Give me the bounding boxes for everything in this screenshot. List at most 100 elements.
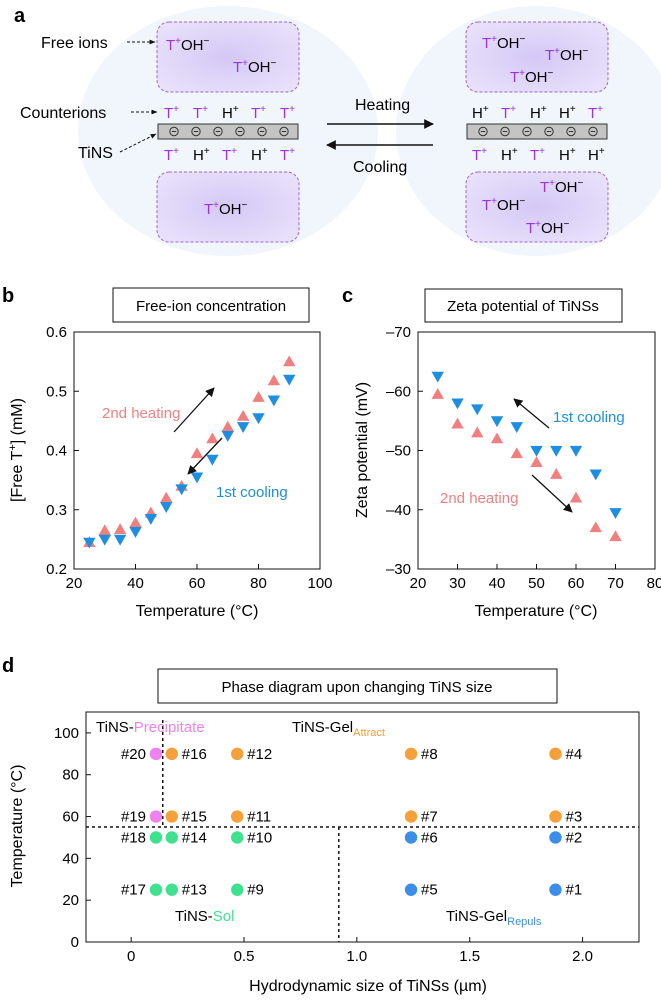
marker-1st-cooling	[160, 502, 173, 513]
marker-1st-cooling	[589, 469, 602, 481]
negative-charge-icon	[500, 126, 510, 137]
counterion-left-bottom: H+	[251, 146, 268, 164]
point-label: #19	[121, 809, 146, 826]
marker-1st-cooling	[252, 413, 265, 425]
point-label: #11	[247, 809, 271, 826]
phase-point-gel_repuls	[404, 831, 418, 844]
y-tick-label: 40	[62, 850, 79, 867]
marker-2nd-heating	[451, 417, 464, 429]
counterion-left-top: T+	[251, 104, 266, 122]
y-tick-label: 60	[62, 809, 79, 826]
left-sheet-charges	[169, 126, 289, 137]
counterions-label: Counterions	[20, 105, 106, 122]
counterion-right-bottom: T+	[472, 146, 487, 164]
marker-2nd-heating	[471, 426, 484, 438]
y-tick-label: 0.3	[46, 502, 67, 519]
panel-c-xlabel: Temperature (°C)	[475, 603, 598, 620]
panel-d: d Phase diagram upon changing TiNS size …	[2, 655, 640, 995]
free-ion-pair: T+OH−	[482, 196, 526, 214]
right-tins-sheet	[466, 123, 608, 140]
negative-charge-icon	[257, 126, 267, 137]
negative-charge-icon	[191, 126, 201, 137]
marker-1st-cooling	[569, 445, 583, 457]
marker-2nd-heating	[113, 523, 127, 534]
x-tick-label: 70	[607, 575, 624, 592]
panel-b-label: b	[2, 285, 14, 307]
point-label: #10	[247, 829, 272, 846]
negative-charge-icon	[522, 126, 532, 137]
panel-c-markers	[431, 371, 622, 542]
marker-1st-cooling	[530, 445, 543, 457]
tins-label: TiNS	[78, 145, 113, 162]
point-label: #9	[247, 882, 264, 899]
panel-d-ticks: 0 0.5 1.0 1.5 2.0 0 20 40 60 80 100	[54, 725, 593, 965]
point-label: #1	[565, 882, 582, 899]
marker-1st-cooling	[550, 445, 563, 457]
panel-c-heating-annotation: 2nd heating	[440, 490, 518, 507]
x-tick-label: 1.0	[346, 948, 367, 965]
counterion-right-top: H+	[530, 104, 547, 122]
panel-c-label: c	[342, 285, 353, 307]
counterion-right-bottom: H+	[501, 146, 518, 164]
left-tins-sheet	[157, 123, 299, 140]
phase-point-sol	[165, 831, 178, 844]
phase-point-gel_attract	[404, 810, 418, 823]
left-bottom-free-ions: T+OH−	[204, 200, 248, 218]
panel-b-title-box	[112, 287, 310, 323]
marker-2nd-heating	[283, 355, 296, 367]
y-tick-label: 100	[54, 725, 79, 742]
negative-charge-icon	[588, 126, 598, 137]
panel-b-xlabel: Temperature (°C)	[136, 603, 259, 620]
phase-point-gel_repuls	[549, 883, 562, 896]
marker-2nd-heating	[221, 420, 234, 432]
marker-1st-cooling	[451, 398, 464, 410]
phase-point-gel_attract	[231, 810, 244, 823]
phase-point-sol	[149, 831, 163, 844]
marker-2nd-heating	[129, 516, 142, 528]
panel-c-ticks: 20 30 40 50 60 70 80 –30 –40 –50 –60 –70	[386, 324, 661, 592]
phase-point-sol	[149, 883, 163, 896]
free-ion-pair: T+OH−	[510, 68, 554, 86]
right-top-ion-box	[465, 21, 609, 93]
x-tick-label: 0	[127, 948, 135, 965]
point-label: #13	[182, 882, 207, 899]
point-label: #5	[421, 882, 438, 899]
right-bottom-free-ions: T+OH− T+OH− T+OH−	[482, 178, 584, 237]
x-tick-label: 100	[307, 575, 332, 592]
phase-point-gel_attract	[549, 810, 562, 823]
panel-a: a T+OH− T+OH− T+OH− T+OH− T+OH− T+OH− T+…	[14, 5, 661, 256]
counterion-right-top: T+	[501, 104, 516, 122]
panel-c-cooling-arrow	[513, 398, 550, 429]
panel-c-title-box	[424, 288, 623, 323]
marker-1st-cooling	[206, 454, 219, 466]
phase-point-gel_attract	[231, 747, 244, 761]
x-tick-label: 60	[568, 575, 585, 592]
free-ion-pair: T+OH−	[233, 58, 277, 76]
y-tick-label: –70	[386, 324, 411, 341]
y-tick-label: –50	[386, 443, 411, 460]
phase-point-sol	[231, 883, 244, 896]
panel-d-label: d	[2, 655, 14, 677]
x-tick-label: 80	[250, 575, 267, 592]
counterion-right-bottom: H+	[588, 146, 605, 164]
region-label-precipitate: TiNS-Precipitate	[96, 719, 205, 736]
left-top-free-ions: T+OH− T+OH−	[166, 36, 277, 76]
panel-c-title: Zeta potential of TiNSs	[447, 298, 599, 315]
counterion-left-top: T+	[280, 104, 295, 122]
x-tick-label: 40	[489, 575, 506, 592]
point-label: #3	[565, 809, 582, 826]
free-ion-pair: T+OH−	[540, 178, 584, 196]
marker-2nd-heating	[550, 468, 563, 479]
panel-a-label: a	[14, 5, 26, 27]
counterion-right-bottom: T+	[530, 146, 545, 164]
free-ion-pair: T+OH−	[482, 34, 526, 52]
marker-1st-cooling	[490, 416, 504, 428]
panel-b-cooling-annotation: 1st cooling	[216, 484, 288, 501]
marker-1st-cooling	[129, 527, 142, 538]
panel-b-heating-annotation: 2nd heating	[102, 405, 180, 422]
panel-d-ylabel: Temperature (°C)	[9, 765, 26, 888]
y-tick-label: 0.5	[46, 383, 67, 400]
panel-b: b Free-ion concentration 20 40 60 80 100 0.2 0…	[2, 285, 333, 620]
marker-1st-cooling	[431, 371, 444, 383]
panel-d-phase-boundaries	[86, 720, 639, 942]
